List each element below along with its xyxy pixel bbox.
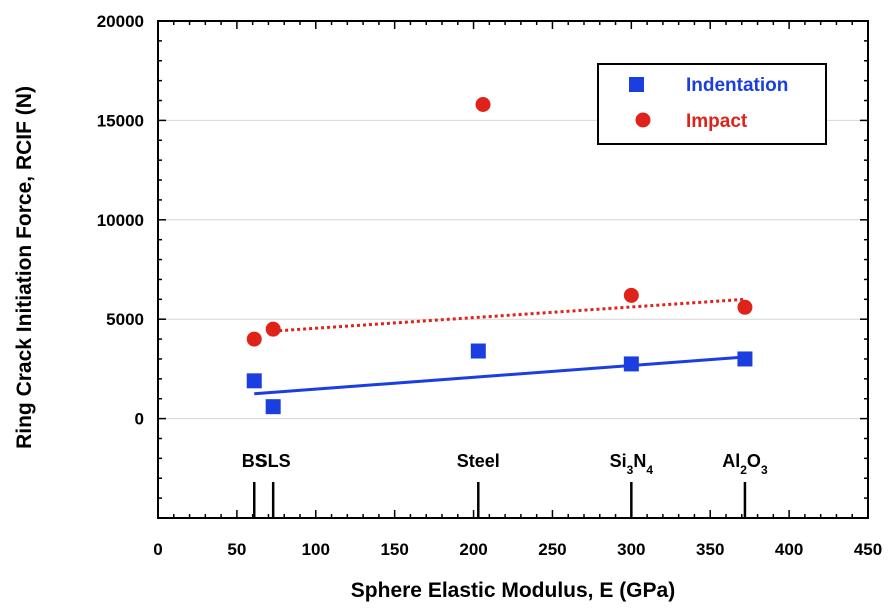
x-tick-label: 400	[775, 540, 803, 559]
material-label: SLS	[256, 451, 291, 471]
point-indentation	[470, 343, 486, 359]
material-label-subscript: 3	[761, 463, 768, 477]
legend-marker-impact	[635, 112, 651, 128]
fit-lines	[254, 297, 746, 396]
material-label-subscript: 3	[627, 463, 634, 477]
x-tick-label: 450	[854, 540, 882, 559]
material-label-part: Al	[722, 451, 740, 471]
y-tick-label: 0	[135, 410, 144, 429]
point-indentation	[246, 373, 262, 389]
point-impact	[265, 321, 281, 337]
point-impact	[623, 287, 639, 303]
point-indentation	[737, 351, 753, 367]
legend-marker-indentation	[629, 77, 644, 92]
legend-label-indentation: Indentation	[686, 75, 788, 96]
material-label-subscript: 2	[740, 463, 747, 477]
material-label: Steel	[457, 451, 500, 471]
legend: Indentation Impact	[597, 63, 827, 145]
data-markers	[246, 96, 753, 415]
x-tick-label: 0	[153, 540, 162, 559]
y-axis-title: Ring Crack Initiation Force, RCIF (N)	[13, 86, 36, 449]
axis-ticks	[157, 20, 869, 519]
fit-line-indentation	[254, 355, 746, 396]
x-tick-label: 350	[696, 540, 724, 559]
material-label: Si3N4	[610, 451, 654, 477]
material-label-part: O	[747, 451, 761, 471]
material-label: BS	[242, 451, 267, 471]
point-indentation	[265, 399, 281, 415]
material-label-part: Si	[610, 451, 627, 471]
x-tick-label: 150	[380, 540, 408, 559]
material-label-subscript: 4	[646, 463, 653, 477]
point-indentation	[623, 356, 639, 372]
y-tick-label: 10000	[97, 211, 144, 230]
legend-label-impact: Impact	[686, 111, 748, 132]
x-tick-label: 300	[617, 540, 645, 559]
point-impact	[246, 331, 262, 347]
point-impact	[737, 299, 753, 315]
material-label-part: N	[633, 451, 646, 471]
plot-frame	[157, 20, 869, 519]
y-tick-label: 5000	[106, 310, 144, 329]
x-axis-title: Sphere Elastic Modulus, E (GPa)	[351, 579, 675, 602]
fit-line-impact	[273, 297, 746, 333]
y-tick-label: 15000	[97, 111, 144, 130]
x-tick-label: 250	[538, 540, 566, 559]
x-tick-label: 50	[227, 540, 246, 559]
x-tick-label: 200	[459, 540, 487, 559]
point-impact	[475, 96, 491, 112]
x-tick-label: 100	[302, 540, 330, 559]
material-label: Al2O3	[722, 451, 768, 477]
tick-labels: 0 5000 10000 15000 20000 0 50 100 150 200 250 300 35…	[97, 12, 882, 559]
y-tick-label: 20000	[97, 12, 144, 31]
